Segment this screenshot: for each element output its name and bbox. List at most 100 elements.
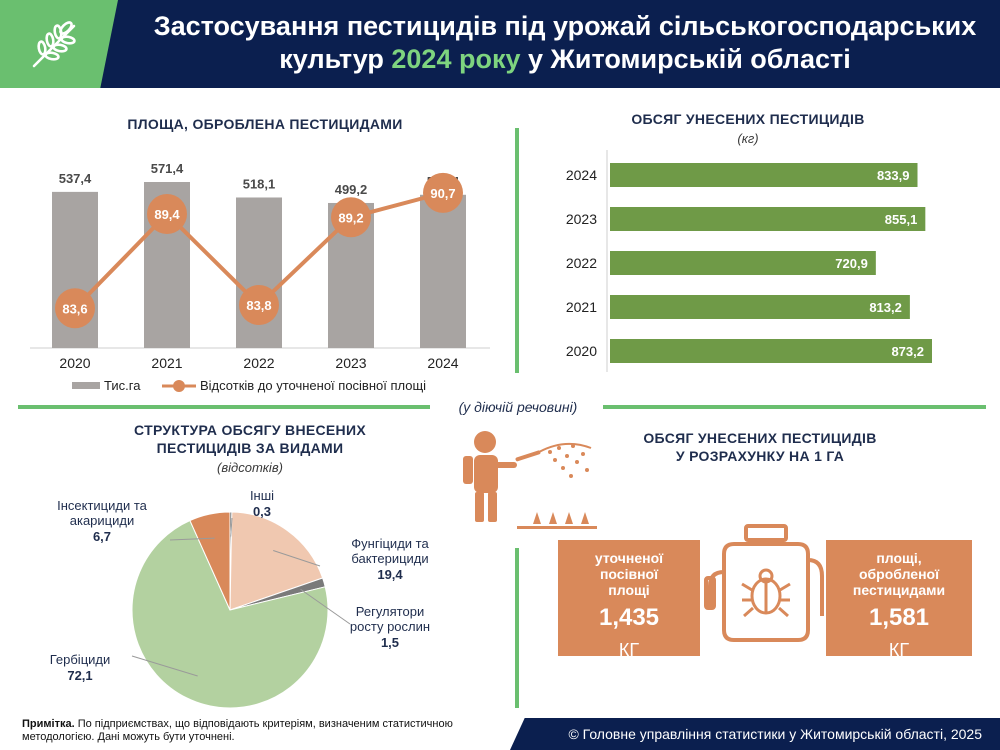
volume-y-tick: 2022 xyxy=(566,255,597,271)
area-chart-title: ПЛОЩА, ОБРОБЛЕНА ПЕСТИЦИДАМИ xyxy=(127,116,403,132)
pie-leader xyxy=(300,588,351,625)
pie-chart-title-line2: ПЕСТИЦИДІВ ЗА ВИДАМИ xyxy=(156,440,344,456)
area-bar-label: 499,2 xyxy=(335,182,368,197)
sprayer-person-icon xyxy=(463,431,597,529)
per-ha-title-line2: У РОЗРАХУНКУ НА 1 ГА xyxy=(675,448,845,464)
page-title: Застосування пестицидів під урожай сільс… xyxy=(140,10,990,76)
area-x-tick: 2023 xyxy=(335,355,366,371)
area-bar-label: 537,4 xyxy=(59,171,92,186)
footer-note: Примітка. По підприємствах, що відповіда… xyxy=(22,718,462,744)
pie-chart-title-line1: СТРУКТУРА ОБСЯГУ ВНЕСЕНИХ xyxy=(134,422,366,438)
pie-leader xyxy=(230,517,233,537)
pie-leader xyxy=(131,655,198,677)
page-title-part2: культур xyxy=(279,44,392,74)
area-line-point xyxy=(55,288,95,329)
volume-bar xyxy=(610,207,926,231)
active-substance-note: (у діючій речовині) xyxy=(458,399,578,415)
volume-chart-subtitle: (кг) xyxy=(737,131,759,146)
per-ha-right-line2: обробленої xyxy=(858,566,940,582)
bug-icon xyxy=(741,568,791,618)
page-title-line1: Застосування пестицидів під урожай сільс… xyxy=(153,11,977,41)
divider-vertical-top xyxy=(515,128,519,373)
divider-horizontal-right xyxy=(603,405,986,409)
volume-chart-title: ОБСЯГ УНЕСЕНИХ ПЕСТИЦИДІВ xyxy=(631,111,865,127)
area-x-tick: 2020 xyxy=(59,355,90,371)
area-line-label: 83,6 xyxy=(62,301,87,316)
legend-swatch-bars xyxy=(72,382,100,389)
volume-y-tick: 2021 xyxy=(566,299,597,315)
pie-value-label: 0,3 xyxy=(253,504,271,519)
pie-chart-title: СТРУКТУРА ОБСЯГУ ВНЕСЕНИХ ПЕСТИЦИДІВ ЗА … xyxy=(60,421,440,457)
per-ha-title-line1: ОБСЯГ УНЕСЕНИХ ПЕСТИЦИДІВ xyxy=(643,430,877,446)
volume-bar xyxy=(610,339,932,363)
pie-label: Гербіциди xyxy=(50,652,111,667)
pie-chart-subtitle: (відсотків) xyxy=(217,460,283,475)
volume-bar xyxy=(610,251,876,275)
volume-y-tick: 2023 xyxy=(566,211,597,227)
volume-bar-label: 720,9 xyxy=(835,256,868,271)
per-ha-card-sown-area: уточненої посівної площі 1,435 КГ xyxy=(558,540,700,660)
divider-vertical-bottom xyxy=(515,548,519,708)
per-ha-left-value: 1,435 xyxy=(598,604,660,631)
volume-bar-label: 855,1 xyxy=(885,212,918,227)
per-ha-left-line3: площі xyxy=(608,582,650,598)
header: Застосування пестицидів під урожай сільс… xyxy=(0,0,1000,88)
per-ha-right-value: 1,581 xyxy=(868,604,930,631)
legend-swatch-dot xyxy=(173,380,185,392)
volume-bar-label: 813,2 xyxy=(869,300,902,315)
area-line-point xyxy=(239,285,279,325)
per-ha-left-unit: КГ xyxy=(618,640,640,660)
footer-bar: © Головне управління статистики у Житоми… xyxy=(510,718,1000,750)
wheat-icon xyxy=(32,21,76,68)
pie-value-label: 72,1 xyxy=(67,668,92,683)
per-ha-left-line2: посівної xyxy=(599,566,659,582)
per-ha-title: ОБСЯГ УНЕСЕНИХ ПЕСТИЦИДІВ У РОЗРАХУНКУ Н… xyxy=(560,429,960,465)
area-line-point xyxy=(423,172,463,213)
area-line-label: 89,4 xyxy=(154,207,180,222)
pie-value-label: 1,5 xyxy=(381,635,399,650)
volume-chart: 2024 833,9 2023 855,1 2022 720,9 2021 813,2 2020… xyxy=(566,150,932,372)
pie-slice xyxy=(131,519,329,709)
per-ha-right-line1: площі, xyxy=(876,550,922,566)
per-ha-right-line3: пестицидами xyxy=(852,582,946,598)
area-bar xyxy=(420,194,466,348)
divider-horizontal-left xyxy=(18,405,430,409)
footer-copyright: © Головне управління статистики у Житоми… xyxy=(568,726,982,742)
footer-note-label: Примітка. xyxy=(22,718,75,730)
footer-note-text: По підприємствах, що відповідають критер… xyxy=(22,718,453,743)
legend-label-line: Відсотків до уточненої посівної площі xyxy=(200,378,426,393)
area-line-label: 90,7 xyxy=(430,186,455,201)
pie-label: Інсектициди та xyxy=(57,498,148,513)
legend-label-bars: Тис.га xyxy=(104,378,141,393)
area-line-point xyxy=(331,197,371,238)
area-line-point xyxy=(147,194,187,234)
pie-value-label: 6,7 xyxy=(93,529,111,544)
pie-label: Регулятори xyxy=(356,604,424,619)
area-bar-label: 518,1 xyxy=(243,176,276,191)
page-title-accent: 2024 року xyxy=(391,44,521,74)
pie-leader xyxy=(273,550,321,567)
pie-label: Фунгіциди та xyxy=(351,536,429,551)
area-chart: 537,42020571,42021518,12022499,22023527,… xyxy=(30,161,490,393)
header-logo xyxy=(0,0,118,88)
volume-bar xyxy=(610,295,910,319)
per-ha-card-treated-area: площі, обробленої пестицидами 1,581 КГ xyxy=(826,540,972,660)
page-title-part3: у Житомирській області xyxy=(520,44,851,74)
pie-label-line2: бактерициди xyxy=(351,551,428,566)
per-ha-left-line1: уточненої xyxy=(594,550,664,566)
area-line-label: 89,2 xyxy=(338,210,363,225)
volume-y-tick: 2024 xyxy=(566,167,597,183)
pie-label: Інші xyxy=(250,488,274,503)
volume-bar xyxy=(610,163,918,187)
pie-label-line2: акарициди xyxy=(70,513,134,528)
pie-slice xyxy=(189,511,231,611)
area-x-tick: 2022 xyxy=(243,355,274,371)
volume-bar-label: 873,2 xyxy=(891,344,924,359)
pie-value-label: 19,4 xyxy=(377,567,403,582)
area-x-tick: 2024 xyxy=(427,355,458,371)
area-x-tick: 2021 xyxy=(151,355,182,371)
volume-y-tick: 2020 xyxy=(566,343,597,359)
area-bar-label: 571,4 xyxy=(151,161,184,176)
area-bar xyxy=(236,197,282,348)
